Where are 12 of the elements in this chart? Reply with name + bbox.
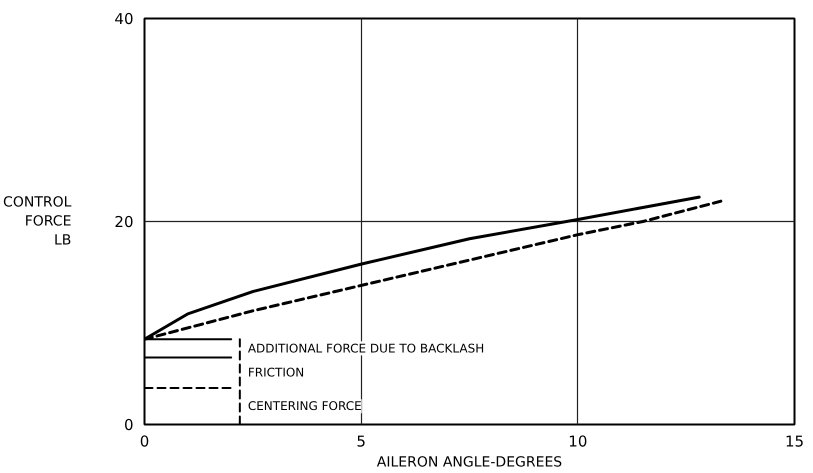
- y-axis-title: CONTROL FORCE LB: [3, 194, 72, 249]
- x-tick-label: 10: [568, 432, 588, 450]
- y-tick-label: 40: [114, 10, 134, 28]
- y-tick-label: 0: [124, 416, 134, 434]
- x-tick-label: 5: [356, 432, 366, 450]
- annotation: FRICTION: [248, 366, 304, 380]
- y-tick-label: 20: [114, 213, 134, 231]
- x-tick-label: 0: [140, 432, 150, 450]
- x-tick-label: 15: [784, 432, 804, 450]
- annotation: CENTERING FORCE: [248, 399, 362, 414]
- annotation: ADDITIONAL FORCE DUE TO BACKLASH: [248, 341, 484, 356]
- x-axis-title: AILERON ANGLE-DEGREES: [376, 454, 562, 470]
